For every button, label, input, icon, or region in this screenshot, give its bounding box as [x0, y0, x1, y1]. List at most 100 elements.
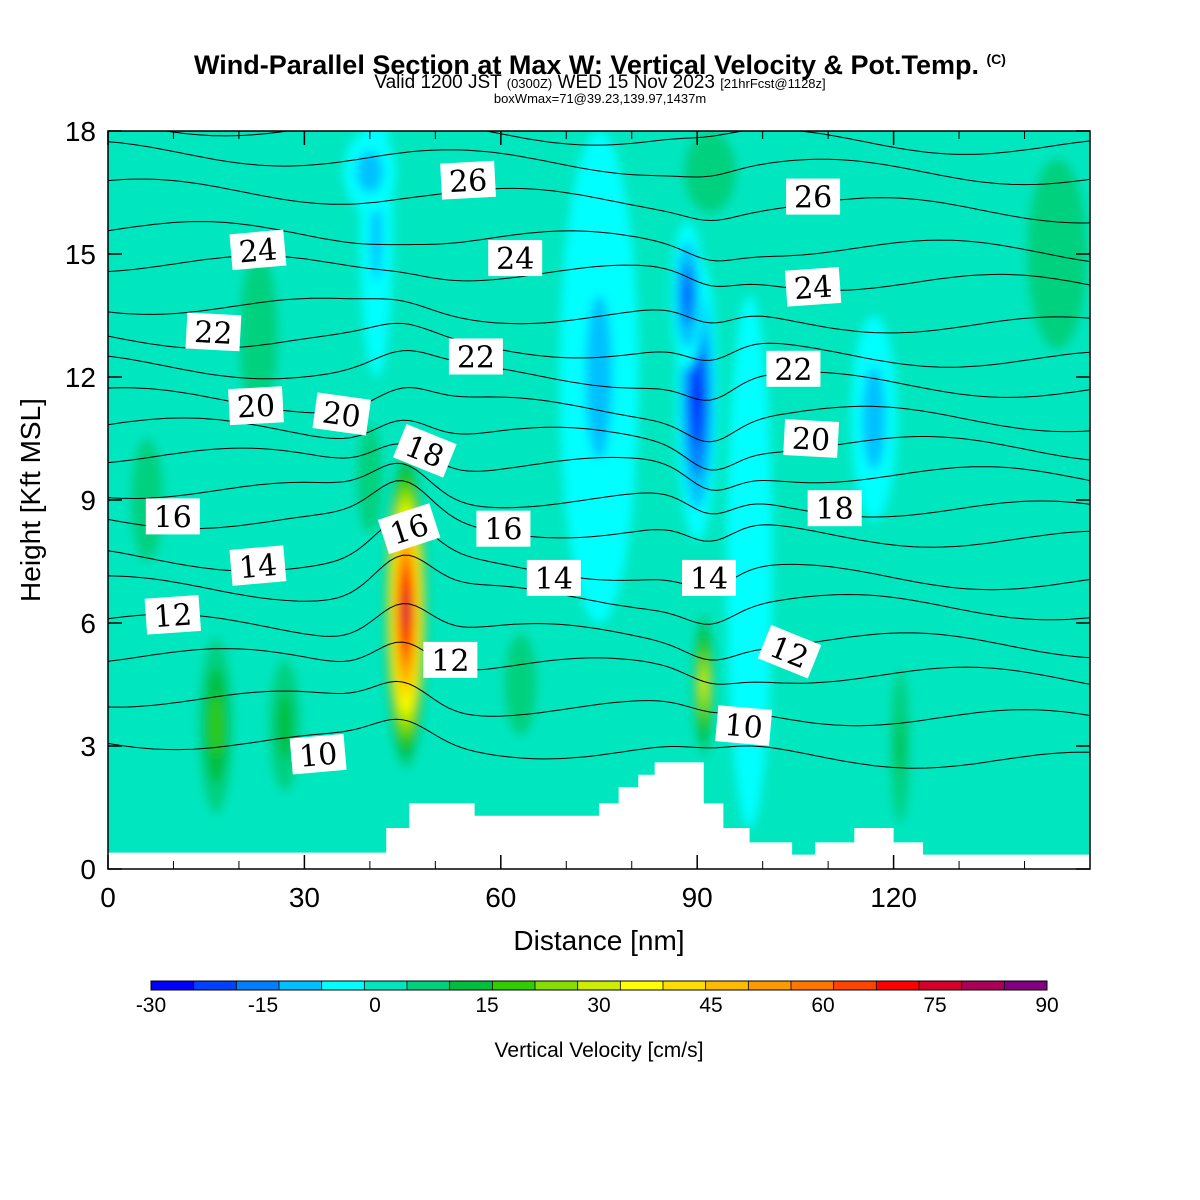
colorbar-swatch [492, 981, 536, 990]
colorbar-swatch [620, 981, 664, 990]
y-tick-label: 12 [65, 362, 96, 393]
isentrope [108, 443, 1090, 491]
x-axis-label: Distance [nm] [513, 925, 684, 956]
contour-label-box [145, 498, 200, 535]
contour-label: 14 [229, 545, 287, 586]
x-tick-label: 60 [485, 882, 516, 913]
y-tick-label: 0 [80, 854, 96, 885]
contour-label-text: 24 [238, 232, 279, 270]
updraft-cell [671, 131, 750, 234]
contour-label: 24 [229, 229, 287, 271]
colorbar-swatch [961, 981, 1005, 990]
colorbar-swatch [193, 981, 237, 990]
downdraft-cell [559, 131, 639, 623]
contour-label-box [526, 559, 581, 596]
isentrope [163, 131, 1090, 155]
updraft-cell [887, 643, 914, 849]
downdraft-cell [851, 315, 897, 521]
contour-label: 24 [784, 266, 842, 308]
contour-label-text: 18 [816, 492, 854, 527]
contour-label-text: 16 [154, 500, 192, 535]
colorbar-tick-label: 90 [1035, 994, 1058, 1017]
valid-time-jst: Valid 1200 JST [374, 72, 502, 93]
valid-date: WED 15 Nov 2023 [557, 72, 715, 93]
colorbar-swatch [449, 981, 493, 990]
contour-label-box [681, 559, 736, 596]
isentrope [108, 480, 1090, 548]
y-axis-label: Height [Kft MSL] [15, 398, 46, 602]
contour-label: 26 [440, 160, 496, 200]
isentrope [108, 554, 1090, 625]
colorbar-swatch [407, 981, 451, 990]
contour-label-text: 22 [774, 353, 812, 388]
colorbar-swatch [876, 981, 920, 990]
contour-label: 22 [766, 350, 821, 388]
contour-label-text: 16 [484, 513, 522, 548]
x-tick-label: 120 [870, 882, 917, 913]
updraft-cell [1011, 131, 1090, 398]
isentrope [108, 462, 1090, 518]
contour-label: 20 [228, 386, 284, 426]
copyright-mark: (C) [986, 51, 1006, 67]
colorbar-swatch [705, 981, 749, 990]
contour-label-text: 10 [298, 737, 339, 775]
contour-label-box [144, 594, 202, 635]
contour-label-box [229, 229, 287, 271]
contour-label: 12 [423, 641, 478, 679]
contour-label: 22 [448, 338, 503, 376]
valid-time-utc: (0300Z) [506, 76, 553, 91]
updraft-cell [196, 623, 236, 828]
contour-label-text: 24 [793, 270, 834, 308]
contour-label: 26 [786, 178, 841, 216]
isentrope [108, 641, 1090, 685]
contour-label-text: 12 [431, 644, 469, 679]
colorbar-swatch [919, 981, 963, 990]
colorbar: -30 -15 0 15 30 45 60 75 90 [136, 980, 1059, 1017]
colorbar-tick-label: -15 [248, 994, 278, 1017]
colorbar-swatch [151, 981, 195, 990]
x-tick-label: 0 [100, 882, 116, 913]
downdraft-cell [671, 221, 704, 369]
colorbar-swatch [364, 981, 408, 990]
x-tick-label: 30 [289, 882, 320, 913]
contour-label-text: 20 [320, 395, 363, 435]
colorbar-swatch [236, 981, 280, 990]
isentrope [108, 178, 1090, 224]
contour-label-text: 14 [690, 562, 728, 597]
colorbar-swatch [833, 981, 877, 990]
contour-label-box [476, 510, 531, 547]
isentrope [108, 417, 1090, 471]
contour-label-box [312, 392, 371, 436]
contour-label-box [783, 419, 840, 458]
contour-label-box [440, 160, 496, 200]
contour-label-text: 26 [448, 163, 488, 200]
contour-label-text: 24 [496, 242, 534, 277]
contour-label-box [289, 733, 347, 775]
x-tick-label: 90 [682, 882, 713, 913]
contour-label: 10 [289, 733, 347, 775]
y-tick-label: 6 [80, 608, 96, 639]
downdraft-cell [726, 295, 773, 828]
valid-time-line: Valid 1200 JST (0300Z) WED 15 Nov 2023 [… [0, 73, 1200, 94]
y-tick-label: 3 [80, 731, 96, 762]
contour-label-box [448, 338, 503, 375]
contour-label-box [766, 350, 821, 387]
contour-label-box [715, 705, 773, 746]
contour-label: 14 [526, 559, 581, 597]
colorbar-swatch [663, 981, 707, 990]
contour-label-box [393, 423, 457, 478]
isentrope [108, 349, 1090, 401]
contour-label: 22 [185, 312, 242, 352]
chart-title: Wind-Parallel Section at Max W: Vertical… [0, 44, 1200, 80]
contour-label-text: 10 [723, 708, 764, 746]
contour-label-box [807, 490, 862, 527]
colorbar-swatch [1004, 981, 1048, 990]
contour-label-text: 20 [236, 389, 276, 426]
vertical-velocity-field [114, 131, 1090, 849]
contour-label-box [228, 386, 284, 426]
velocity-contour-bands [114, 131, 1090, 849]
contour-label-text: 14 [535, 562, 573, 597]
contour-label: 18 [807, 490, 862, 527]
updraft-cell [691, 606, 716, 763]
